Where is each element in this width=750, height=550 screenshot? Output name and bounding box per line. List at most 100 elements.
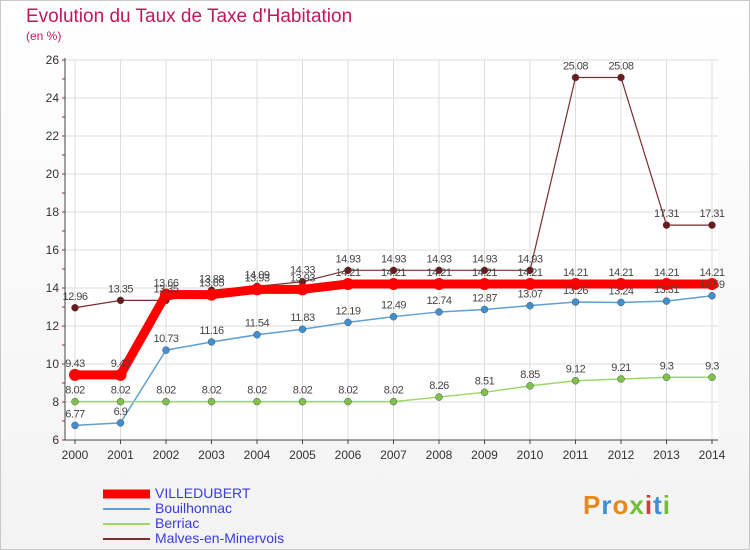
data-point-berriac [389,397,398,406]
data-label-villedubert: 14.21 [517,267,542,279]
x-tick-label: 2007 [380,448,407,462]
data-label-berriac: 8.02 [202,385,222,397]
data-label-villedubert: 14.21 [608,267,633,279]
data-label-malves-en-minervois: 14.33 [290,265,315,277]
data-label-villedubert: 13.93 [244,272,269,284]
data-point-villedubert [296,283,309,296]
y-tick-label: 14 [46,281,60,295]
x-tick-label: 2006 [335,448,362,462]
data-point-berriac [708,373,716,382]
y-tick-label: 26 [46,53,60,67]
data-label-villedubert: 14.21 [563,267,588,279]
data-point-berriac [617,375,625,383]
data-point-berriac [344,397,352,406]
data-label-malves-en-minervois: 14.93 [335,253,360,265]
y-tick-label: 16 [46,243,60,257]
data-label-villedubert: 13.66 [153,277,178,289]
x-tick-label: 2012 [608,448,635,462]
data-label-berriac: 8.51 [475,375,495,387]
data-label-bouilhonnac: 13.07 [517,289,542,301]
data-point-malves-en-minervois [571,73,580,82]
y-tick-label: 6 [52,433,59,447]
logo-letter: o [612,490,630,520]
data-label-berriac: 8.26 [429,380,449,392]
data-point-bouilhonnac [253,330,261,339]
data-label-bouilhonnac: 13.59 [699,279,724,291]
data-point-villedubert [114,368,127,381]
data-point-villedubert [160,288,172,301]
data-label-bouilhonnac: 13.24 [608,285,633,297]
legend-item: Malves-en-Minervois [155,530,285,546]
data-point-malves-en-minervois [662,221,671,229]
logo-letter: P [583,490,602,520]
data-label-bouilhonnac: 12.74 [426,295,451,307]
data-point-bouilhonnac [344,318,352,327]
data-label-bouilhonnac: 6.77 [65,408,85,420]
legend-item: Bouilhonnac [155,500,233,516]
data-point-berriac [571,376,580,385]
data-label-berriac: 9.3 [705,360,719,372]
data-label-villedubert: 13.93 [290,272,315,284]
data-point-berriac [526,382,534,390]
data-point-malves-en-minervois [435,266,443,275]
logo-letter: x [629,490,645,520]
x-tick-label: 2008 [426,448,453,462]
y-tick-label: 18 [46,205,60,219]
data-label-berriac: 8.02 [384,385,404,397]
data-point-berriac [207,397,216,406]
data-label-bouilhonnac: 13.31 [654,284,679,296]
data-label-malves-en-minervois: 14.09 [244,269,269,281]
data-label-berriac: 8.02 [247,385,267,397]
data-point-bouilhonnac [298,325,307,333]
x-tick-label: 2000 [62,448,89,462]
data-label-villedubert: 14.21 [654,267,679,279]
data-point-berriac [435,393,443,401]
data-point-bouilhonnac [480,305,489,314]
legend-item: VILLEDUBERT [155,485,251,501]
data-point-malves-en-minervois [526,266,534,275]
x-tick-label: 2001 [107,448,134,462]
data-point-bouilhonnac [571,298,580,306]
data-point-bouilhonnac [162,346,170,354]
data-point-villedubert [433,278,445,291]
data-point-bouilhonnac [526,301,534,310]
data-point-malves-en-minervois [116,296,125,305]
data-label-bouilhonnac: 11.16 [199,325,224,337]
data-label-villedubert: 14.21 [335,267,360,279]
data-point-bouilhonnac [435,308,443,316]
data-point-villedubert [69,368,81,381]
data-label-malves-en-minervois: 14.93 [381,253,406,265]
data-point-villedubert [569,278,582,291]
data-label-bouilhonnac: 11.83 [290,312,315,324]
data-point-bouilhonnac [708,292,716,300]
y-tick-label: 22 [46,129,60,143]
data-label-berriac: 8.02 [156,385,176,397]
data-point-bouilhonnac [116,419,125,427]
data-label-malves-en-minervois: 13.35 [108,283,133,295]
data-label-villedubert: 9.43 [111,358,131,370]
data-point-villedubert [660,278,673,291]
data-point-villedubert [205,288,218,301]
data-point-villedubert [615,278,627,291]
data-label-malves-en-minervois: 17.31 [699,208,724,220]
x-tick-label: 2009 [471,448,498,462]
x-tick-label: 2010 [517,448,544,462]
data-label-malves-en-minervois: 25.08 [608,60,633,72]
data-label-villedubert: 14.21 [381,267,406,279]
data-point-malves-en-minervois [617,73,625,82]
x-tick-label: 2005 [289,448,316,462]
data-label-bouilhonnac: 12.19 [335,305,360,317]
y-tick-label: 24 [46,91,60,105]
data-label-berriac: 8.02 [293,385,313,397]
y-tick-label: 10 [46,357,60,371]
data-point-villedubert [478,278,491,291]
data-point-berriac [253,397,261,406]
unit-label: (en %) [26,29,62,43]
x-tick-label: 2011 [563,448,589,462]
data-point-berriac [162,397,170,406]
x-tick-label: 2002 [153,448,180,462]
data-label-berriac: 9.3 [660,360,674,372]
data-label-malves-en-minervois: 14.93 [517,253,542,265]
data-label-villedubert: 14.21 [426,267,451,279]
